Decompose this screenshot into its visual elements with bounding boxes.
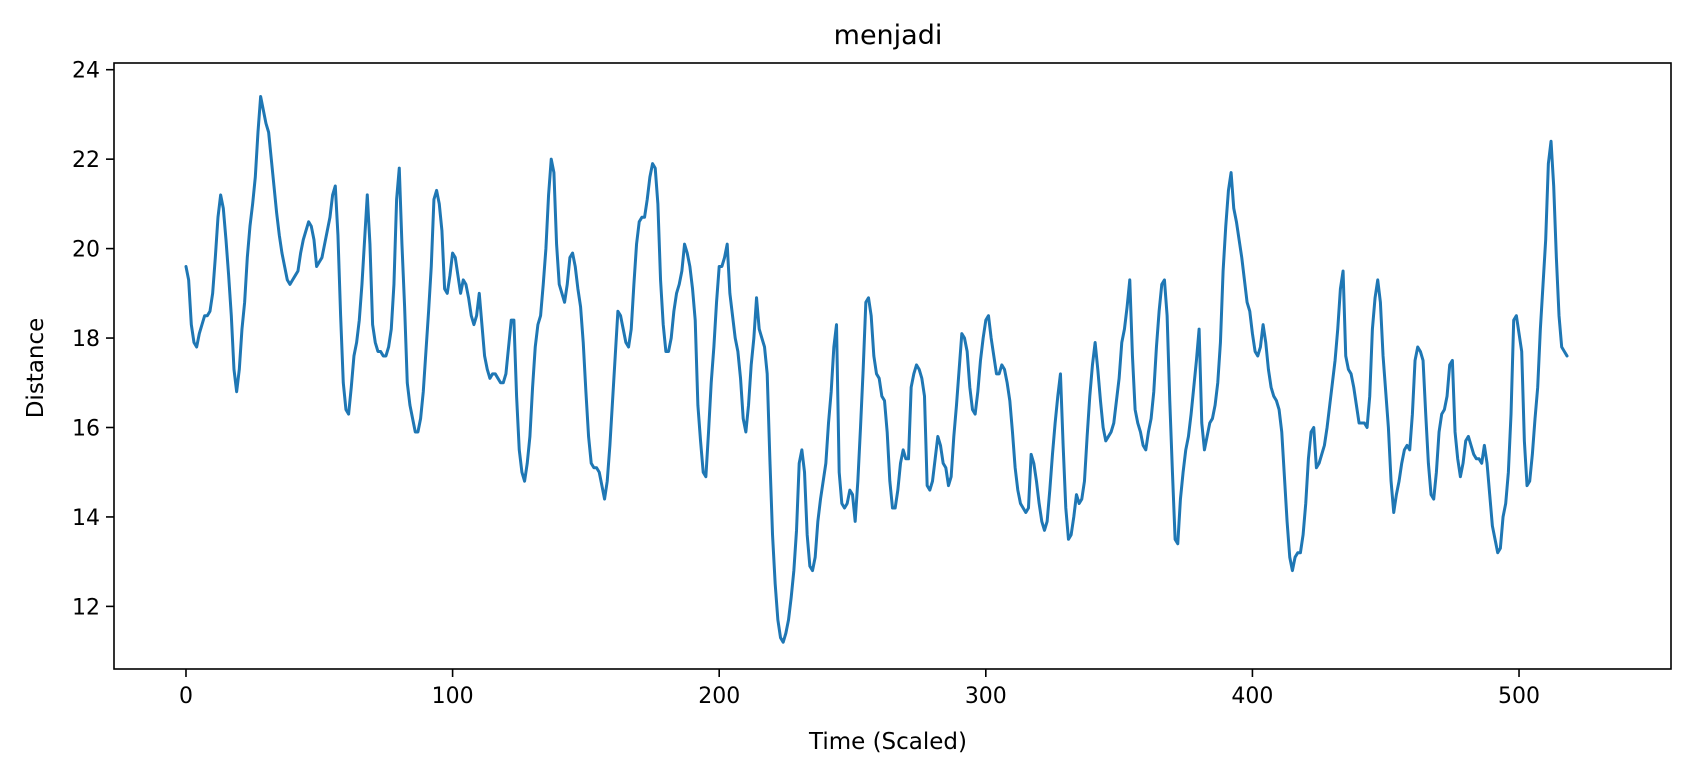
y-axis-label: Distance (23, 318, 49, 419)
x-tick-label: 400 (1231, 684, 1273, 709)
axes-frame (113, 62, 1672, 670)
x-tick-label: 200 (698, 684, 740, 709)
y-axis-ticks: 12 14 16 18 20 22 24 (72, 59, 114, 620)
series-line (184, 95, 1569, 644)
y-tick-label: 20 (72, 238, 100, 263)
y-tick-label: 12 (72, 595, 100, 620)
x-axis-ticks: 0 100 200 300 400 500 (179, 669, 1540, 709)
x-tick-label: 100 (432, 684, 474, 709)
chart-title: menjadi (834, 20, 943, 51)
x-tick-label: 300 (965, 684, 1007, 709)
x-tick-label: 500 (1498, 684, 1540, 709)
y-tick-label: 22 (72, 148, 100, 173)
x-axis-label: Time (Scaled) (808, 729, 967, 755)
y-tick-label: 14 (72, 506, 100, 531)
x-tick-label: 0 (179, 684, 193, 709)
y-tick-label: 24 (72, 59, 100, 84)
y-tick-label: 16 (72, 416, 100, 441)
plot-area (184, 95, 1569, 644)
y-tick-label: 18 (72, 327, 100, 352)
